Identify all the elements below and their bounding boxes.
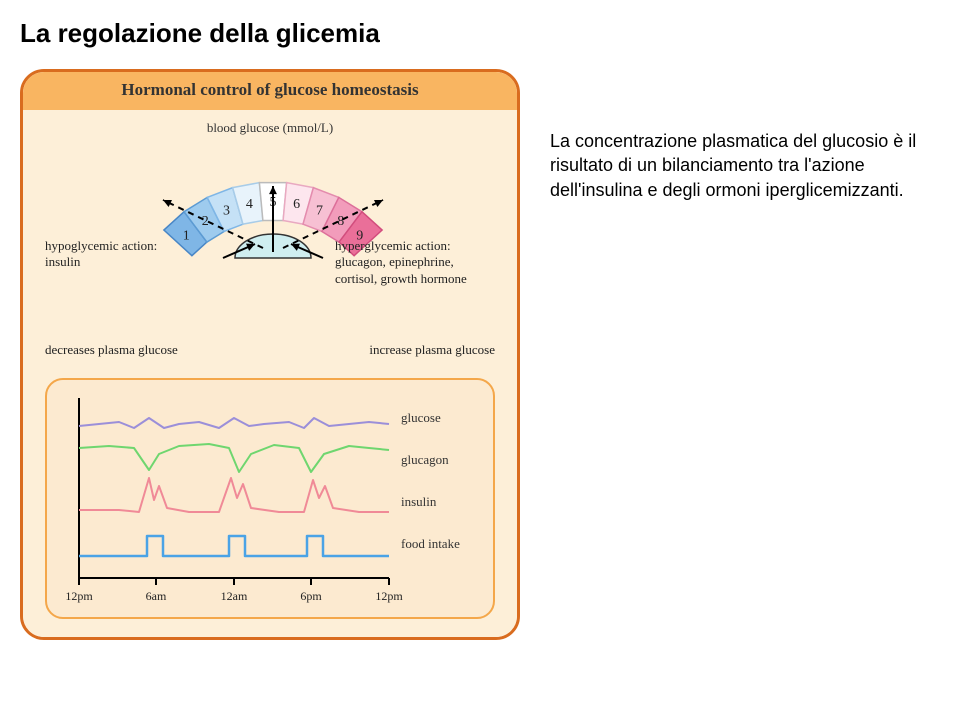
gauge-area: blood glucose (mmol/L) 123456789 hypogly… <box>45 120 495 370</box>
annot-hyper-title: hyperglycemic action: <box>335 238 451 253</box>
gauge-axis-label: blood glucose (mmol/L) <box>45 120 495 136</box>
series-food intake <box>79 536 389 556</box>
series-label-insulin: insulin <box>401 494 437 509</box>
gauge-cell-label: 4 <box>246 197 253 212</box>
series-label-food intake: food intake <box>401 536 460 551</box>
annot-hyper-sub: glucagon, epinephrine, cortisol, growth … <box>335 254 467 285</box>
gauge-cell-label: 7 <box>316 204 323 219</box>
timeseries-chart: 12pm 6am 12am 6pm 12pm glucose glucagon insulin… <box>61 394 481 604</box>
gauge-cell-label: 6 <box>293 197 300 212</box>
figure-card: Hormonal control of glucose homeostasis … <box>20 69 520 640</box>
gauge-cell-label: 1 <box>183 228 190 243</box>
x-tick-label: 12pm <box>65 589 93 603</box>
series-label-glucose: glucose <box>401 410 441 425</box>
figure-body: blood glucose (mmol/L) 123456789 hypogly… <box>23 110 517 637</box>
annot-increase: increase plasma glucose <box>369 342 495 358</box>
gauge-cell-label: 2 <box>202 214 209 229</box>
x-tick-label: 12pm <box>375 589 403 603</box>
page-title: La regolazione della glicemia <box>20 18 944 49</box>
x-tick-label: 6pm <box>300 589 322 603</box>
series-glucagon <box>79 444 389 472</box>
series-label-glucagon: glucagon <box>401 452 449 467</box>
figure-header: Hormonal control of glucose homeostasis <box>23 72 517 110</box>
main-layout: Hormonal control of glucose homeostasis … <box>20 69 944 640</box>
annot-decrease: decreases plasma glucose <box>45 342 178 358</box>
x-tick-label: 12am <box>221 589 248 603</box>
chart-panel: 12pm 6am 12am 6pm 12pm glucose glucagon insulin… <box>45 378 495 619</box>
annot-hyper: hyperglycemic action: glucagon, epinephr… <box>335 238 495 287</box>
series-insulin <box>79 478 389 512</box>
gauge-cell-label: 3 <box>223 204 230 219</box>
caption-text: La concentrazione plasmatica del glucosi… <box>550 69 940 202</box>
series-glucose <box>79 418 389 428</box>
annot-hypo-title: hypoglycemic action: <box>45 238 157 253</box>
x-tick-label: 6am <box>146 589 167 603</box>
annot-hypo-sub: insulin <box>45 254 80 269</box>
annot-hypo: hypoglycemic action: insulin <box>45 238 175 271</box>
gauge-cell-label: 8 <box>337 214 344 229</box>
